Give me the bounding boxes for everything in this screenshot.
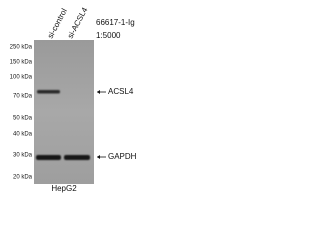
marker-label: 150 kDa — [10, 60, 33, 66]
marker-label: 30 kDa — [13, 153, 33, 159]
marker-label: 40 kDa — [13, 132, 33, 138]
blot-membrane — [34, 40, 94, 184]
gapdh-band — [64, 155, 90, 160]
band-arrowhead — [97, 90, 100, 94]
lane-label: si-ACSL4 — [66, 5, 90, 40]
band-label: GAPDH — [108, 152, 137, 161]
marker-label: 250 kDa — [10, 45, 33, 51]
band-label: ACSL4 — [108, 87, 134, 96]
acsl4-band — [37, 90, 60, 94]
antibody-label: 66617-1-Ig — [96, 18, 135, 27]
gapdh-band — [36, 155, 61, 160]
marker-label: 50 kDa — [13, 116, 33, 122]
cell-line-label: HepG2 — [51, 184, 77, 193]
western-blot-figure: 250 kDa 150 kDa 100 kDa 70 kDa 50 kDa 40… — [10, 5, 137, 193]
dilution-label: 1:5000 — [96, 31, 121, 40]
marker-label: 20 kDa — [13, 175, 33, 181]
marker-label: 70 kDa — [13, 94, 33, 100]
band-arrowhead — [97, 155, 100, 159]
marker-label: 100 kDa — [10, 75, 33, 81]
